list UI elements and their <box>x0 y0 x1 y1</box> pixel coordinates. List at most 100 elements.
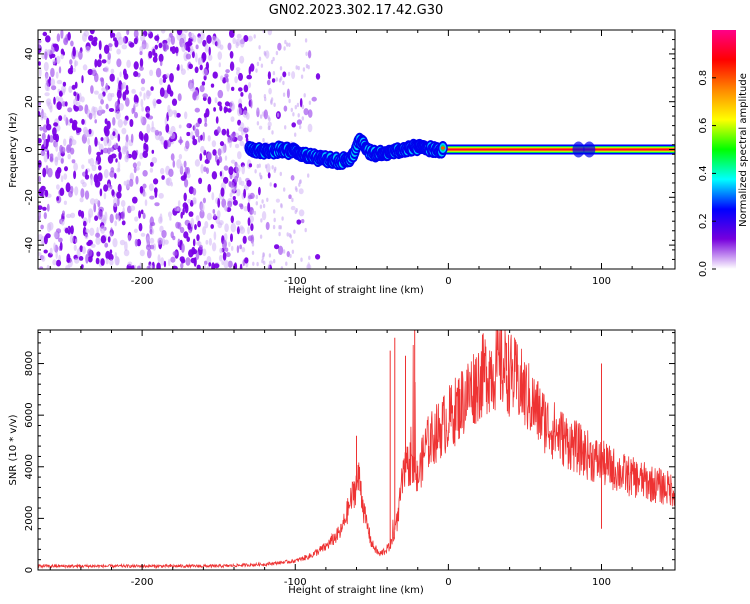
noise-speckle <box>53 122 59 127</box>
snr-panel <box>38 330 675 570</box>
noise-speckle <box>183 192 187 202</box>
noise-speckle <box>217 89 224 99</box>
noise-speckle <box>112 131 116 137</box>
noise-speckle <box>54 156 59 163</box>
noise-speckle <box>190 131 194 139</box>
noise-speckle <box>98 40 102 51</box>
noise-speckle <box>154 202 160 207</box>
noise-speckle <box>212 149 217 156</box>
noise-speckle <box>227 136 230 144</box>
noise-speckle <box>56 33 61 42</box>
noise-speckle <box>89 157 95 167</box>
noise-speckle <box>220 187 225 197</box>
noise-speckle <box>95 236 101 245</box>
noise-speckle <box>178 153 183 160</box>
noise-speckle <box>38 138 42 144</box>
noise-speckle <box>229 181 235 188</box>
noise-speckle <box>212 71 218 79</box>
noise-speckle <box>111 189 115 197</box>
noise-speckle <box>262 203 266 209</box>
noise-speckle <box>306 264 312 269</box>
x-tick-label: 100 <box>592 577 611 588</box>
noise-speckle <box>115 158 118 163</box>
noise-speckle <box>92 106 98 113</box>
noise-speckle <box>272 224 276 230</box>
noise-speckle <box>108 108 115 112</box>
noise-speckle <box>150 86 154 91</box>
snr-xlabel: Height of straight line (km) <box>288 585 424 596</box>
noise-speckle <box>239 244 243 250</box>
noise-speckle <box>197 36 203 44</box>
noise-speckle <box>263 109 268 120</box>
noise-speckle <box>167 109 173 117</box>
noise-speckle <box>109 213 114 224</box>
noise-speckle <box>261 199 264 204</box>
noise-speckle <box>69 235 74 244</box>
noise-speckle <box>38 61 41 66</box>
noise-speckle <box>301 116 304 121</box>
noise-speckle <box>80 188 85 198</box>
noise-speckle <box>118 103 124 111</box>
noise-speckle <box>234 76 238 84</box>
noise-speckle <box>217 222 223 229</box>
noise-speckle <box>95 257 100 265</box>
noise-speckle <box>207 54 213 61</box>
noise-speckle <box>206 265 210 269</box>
noise-speckle <box>211 171 218 180</box>
noise-speckle <box>69 138 73 147</box>
noise-speckle <box>38 44 41 50</box>
noise-speckle <box>199 64 203 71</box>
noise-speckle <box>194 159 200 167</box>
noise-speckle <box>224 155 228 161</box>
noise-speckle <box>205 108 210 118</box>
noise-speckle <box>101 87 106 92</box>
noise-speckle <box>210 224 214 229</box>
noise-speckle <box>239 55 245 64</box>
noise-speckle <box>243 126 247 135</box>
noise-speckle <box>72 67 76 73</box>
noise-speckle <box>213 213 217 219</box>
noise-speckle <box>187 222 191 231</box>
noise-speckle <box>174 46 179 54</box>
noise-speckle <box>239 263 243 269</box>
noise-speckle <box>125 134 129 143</box>
noise-speckle <box>279 66 283 71</box>
noise-speckle <box>271 78 276 83</box>
noise-speckle <box>211 192 215 201</box>
noise-speckle <box>71 84 76 90</box>
noise-speckle <box>125 154 129 160</box>
noise-speckle <box>72 119 78 126</box>
noise-speckle <box>46 264 50 269</box>
noise-speckle <box>207 135 211 142</box>
noise-speckle <box>60 146 66 154</box>
noise-speckle <box>261 255 265 260</box>
noise-speckle <box>69 118 73 124</box>
noise-speckle <box>273 209 276 214</box>
noise-speckle <box>304 38 308 43</box>
noise-speckle <box>126 30 130 36</box>
noise-speckle <box>192 199 197 205</box>
noise-speckle <box>258 45 261 50</box>
noise-speckle <box>79 197 84 203</box>
noise-speckle <box>300 257 303 262</box>
noise-speckle <box>43 212 47 220</box>
noise-speckle <box>163 260 167 268</box>
noise-speckle <box>255 68 258 73</box>
noise-speckle <box>134 111 138 119</box>
noise-speckle <box>229 133 235 142</box>
figure-title: GN02.2023.302.17.42.G30 <box>269 3 444 18</box>
noise-speckle <box>76 248 81 259</box>
noise-speckle <box>180 262 184 269</box>
noise-speckle <box>204 43 209 53</box>
noise-speckle <box>223 205 228 211</box>
noise-speckle <box>60 30 64 39</box>
noise-speckle <box>139 58 144 68</box>
noise-speckle <box>139 91 142 97</box>
noise-speckle <box>207 96 212 105</box>
noise-speckle <box>104 66 109 73</box>
noise-speckle <box>156 262 161 269</box>
noise-speckle <box>281 216 284 221</box>
noise-speckle <box>286 232 289 237</box>
spectrogram-panel <box>38 30 675 269</box>
